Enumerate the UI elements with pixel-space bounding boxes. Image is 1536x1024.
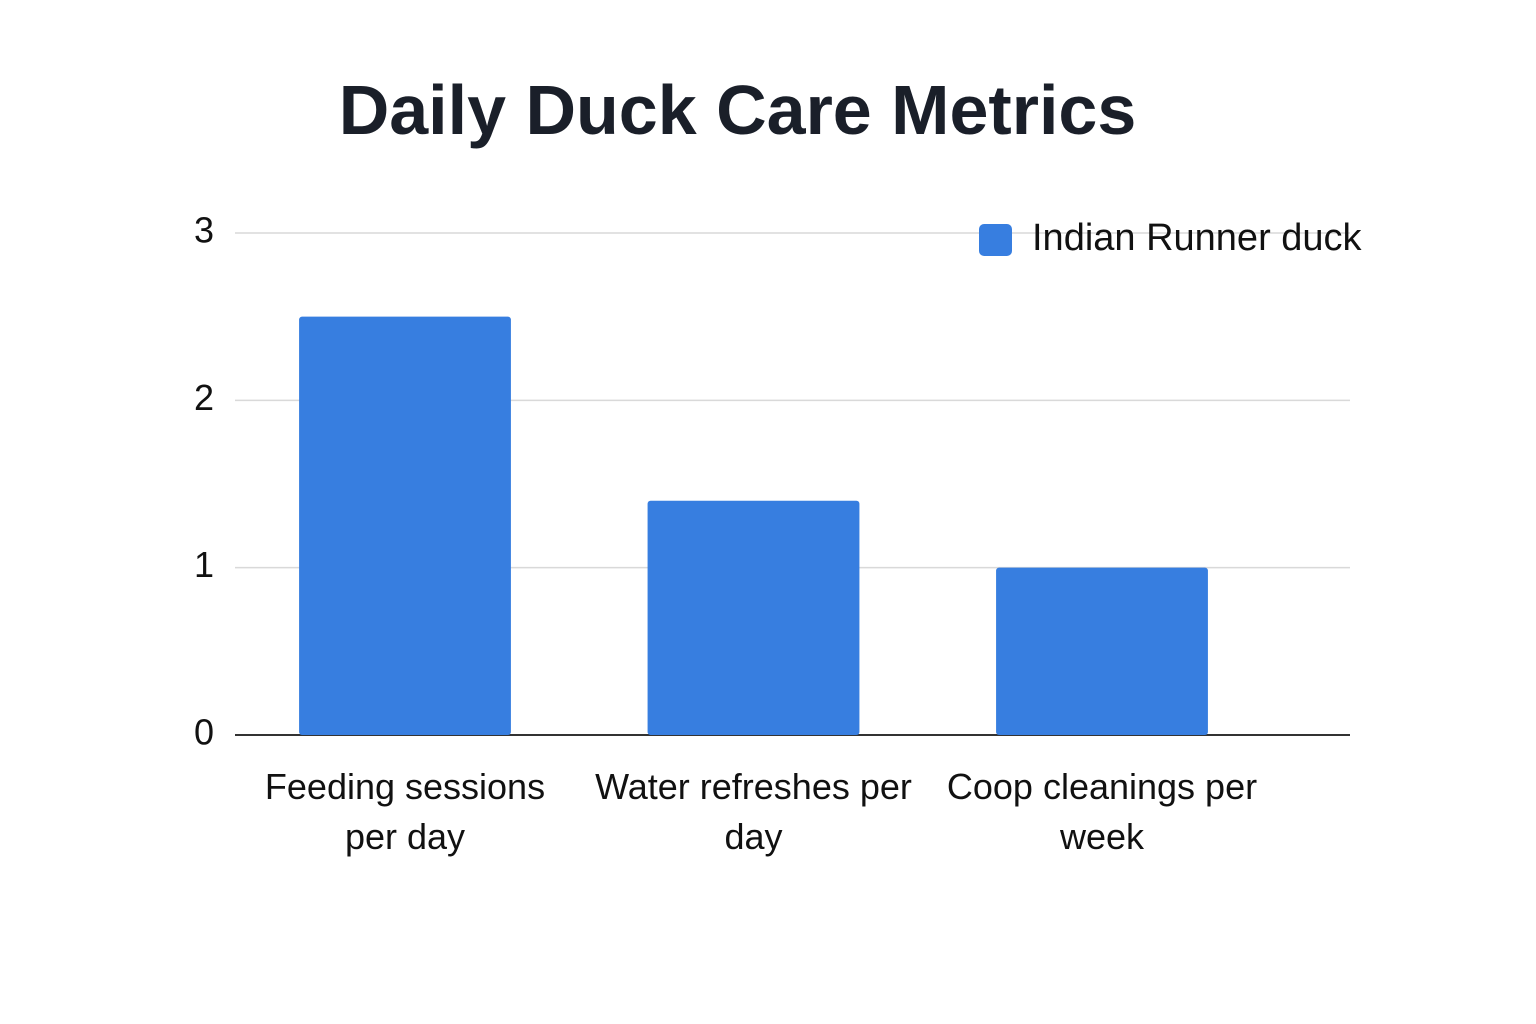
legend-label: Indian Runner duck [1032, 217, 1363, 259]
bar [996, 567, 1208, 735]
bar [647, 500, 860, 735]
y-tick-label: 0 [194, 712, 214, 753]
x-tick-label: Feeding sessions per day [264, 766, 546, 857]
bar [299, 316, 511, 735]
y-tick-label: 2 [194, 377, 214, 418]
y-tick-label: 3 [194, 210, 214, 251]
x-tick-label: Coop cleanings per week [946, 766, 1258, 857]
legend-swatch [979, 224, 1012, 256]
chart-title: Daily Duck Care Metrics [338, 71, 1137, 149]
y-tick-label: 1 [194, 544, 214, 585]
x-tick-label: Water refreshes per day [595, 766, 912, 857]
